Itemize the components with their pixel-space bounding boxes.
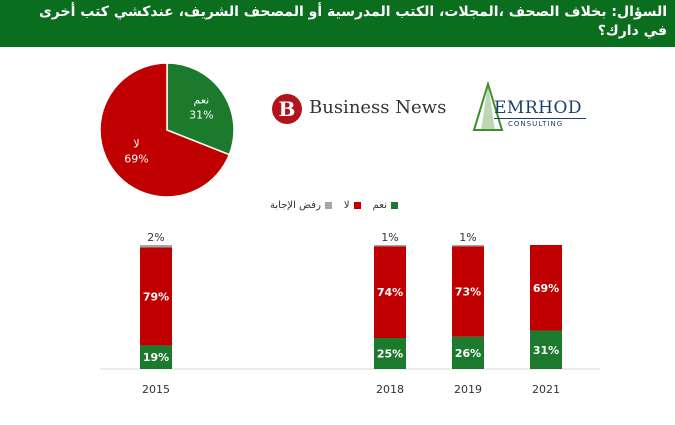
header-banner: السؤال: بخلاف الصحف ،المجلات، الكتب المد… [0, 0, 675, 47]
bar-data-label: 1% [459, 231, 476, 244]
bar-segment [530, 330, 562, 369]
bar-data-label: 26% [455, 347, 481, 360]
legend-swatch-refused [324, 201, 332, 209]
x-tick-label: 2015 [142, 383, 170, 396]
bar-data-label: 79% [143, 290, 169, 303]
pie-label: لا [133, 138, 139, 151]
legend-item-no: لا [344, 200, 361, 211]
pie-label: نعم [194, 94, 210, 107]
bar-segment [452, 336, 484, 369]
bar-data-label: 19% [143, 351, 169, 364]
emrhod-subtitle: CONSULTING [508, 120, 564, 128]
x-tick-label: 2019 [454, 383, 482, 396]
pie-chart: نعم 31% لا 69% [99, 62, 235, 198]
bar-segment [374, 245, 406, 247]
legend-item-refused: رفض الإجابة [270, 200, 332, 211]
pie-value-label: 69% [124, 153, 148, 166]
pie-slice [99, 62, 231, 198]
bar-data-label: 1% [381, 231, 398, 244]
emrhod-emblem-icon [472, 80, 504, 131]
business-news-text: Business News [309, 97, 447, 118]
x-tick-label: 2018 [376, 383, 404, 396]
bar-segment [374, 246, 406, 338]
question-text: السؤال: بخلاف الصحف ،المجلات، الكتب المد… [38, 4, 667, 39]
emrhod-divider [494, 118, 586, 119]
legend-swatch-no [353, 201, 361, 209]
legend-item-yes: نعم [373, 200, 398, 211]
legend-label-yes: نعم [372, 199, 387, 211]
legend-label-refused: رفض الإجابة [270, 199, 321, 211]
x-tick-label: 2021 [532, 383, 560, 396]
bar-segment [452, 246, 484, 337]
bar-data-label: 73% [455, 286, 481, 299]
bar-data-label: 2% [147, 231, 164, 244]
bar-segment [530, 245, 562, 331]
bar-data-label: 69% [533, 282, 559, 295]
pie-value-label: 31% [189, 109, 213, 122]
bar-segment [140, 345, 172, 369]
stacked-bar-chart: 19% 79% 2% 2015 25% 74% 1% 2018 26% 73% 1% 2019 31% 6… [100, 231, 600, 396]
bar-legend: نعم لا رفض الإجابة [270, 197, 398, 213]
bar-segment [374, 338, 406, 369]
bar-segment [452, 245, 484, 247]
bar-data-label: 31% [533, 344, 559, 357]
emrhod-text: EMRHOD [494, 98, 583, 118]
legend-label-no: لا [343, 199, 350, 211]
business-news-mark: B [272, 94, 302, 124]
bar-data-label: 25% [377, 348, 403, 361]
bar-segment [140, 245, 172, 248]
pie-slice [166, 62, 235, 156]
emrhod-logo: EMRHOD CONSULTING [466, 78, 590, 134]
legend-swatch-yes [390, 201, 398, 209]
business-news-logo: B Business News [272, 94, 447, 126]
bar-data-label: 74% [377, 286, 403, 299]
bar-segment [140, 247, 172, 346]
